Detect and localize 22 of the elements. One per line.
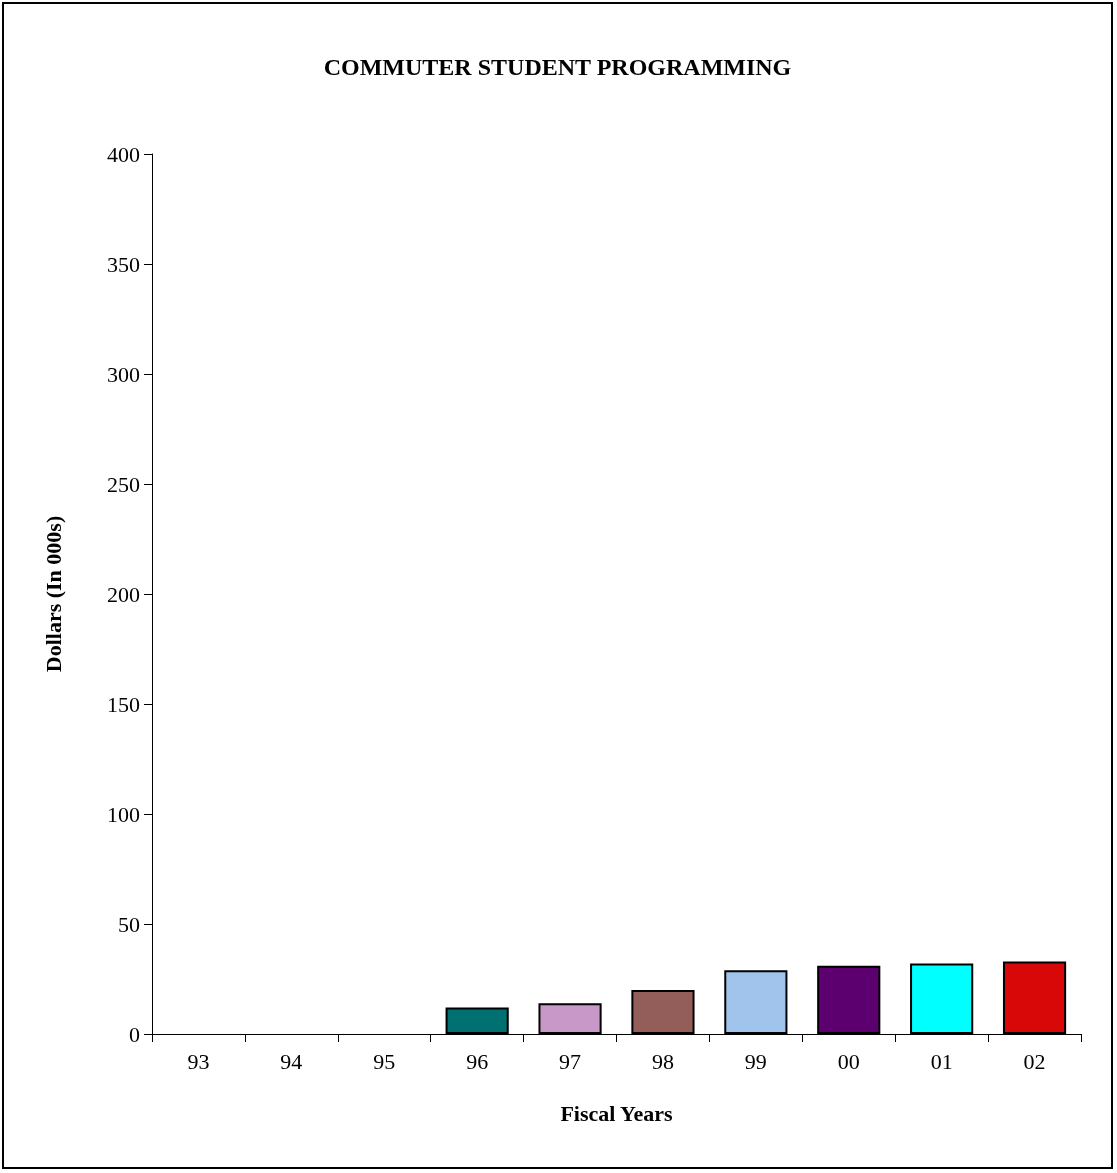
y-tick-label: 200 [107,581,140,607]
y-tick-label: 250 [107,471,140,497]
x-tick-label: 02 [1023,1048,1046,1074]
y-tick-label: 50 [118,911,140,937]
y-tick-label: 0 [129,1021,140,1047]
y-axis-title: Dollars (In 000s) [40,515,66,673]
x-tick-label: 94 [280,1048,303,1074]
x-tick-label: 01 [930,1048,953,1074]
x-tick-label: 99 [744,1048,767,1074]
y-tick-label: 100 [107,801,140,827]
x-axis-title: Fiscal Years [560,1100,674,1126]
chart-title: COMMUTER STUDENT PROGRAMMING [323,54,792,80]
y-tick-label: 300 [107,361,140,387]
x-tick-label: 95 [373,1048,396,1074]
x-tick-label: 96 [466,1048,489,1074]
y-tick-label: 350 [107,251,140,277]
x-tick-label: 97 [559,1048,582,1074]
x-tick-label: 93 [187,1048,210,1074]
x-tick-label: 00 [837,1048,860,1074]
y-tick-label: 150 [107,691,140,717]
y-tick-label: 400 [107,141,140,167]
x-tick-label: 98 [651,1048,674,1074]
